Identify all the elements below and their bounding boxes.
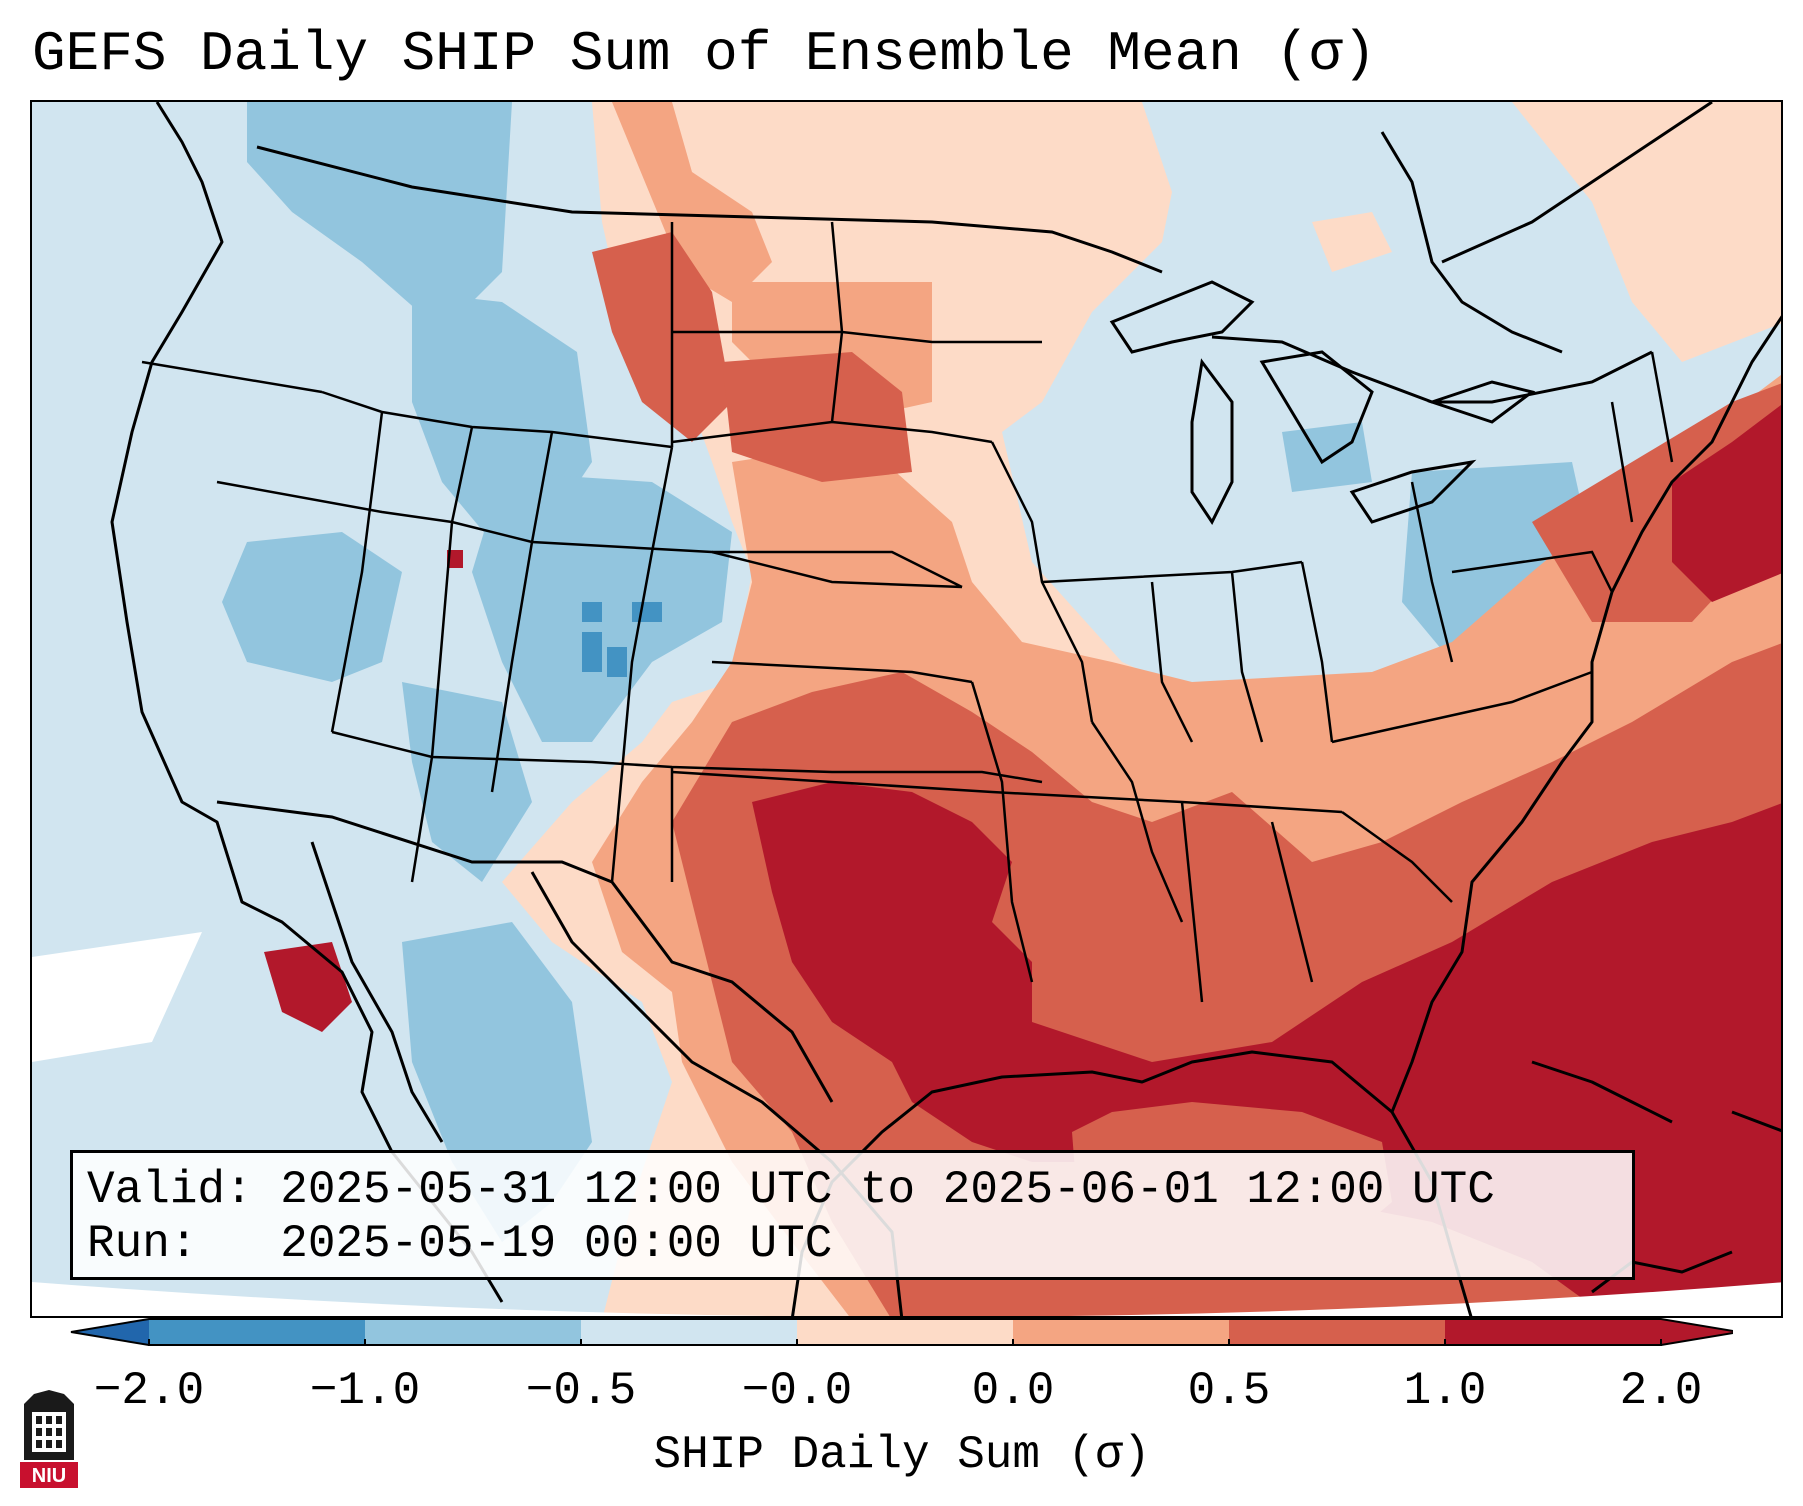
map-panel: Valid: 2025-05-31 12:00 UTC to 2025-06-0… (30, 100, 1783, 1318)
colorbar-extend-low (71, 1319, 149, 1345)
colorbar-segment (1013, 1319, 1229, 1345)
colorbar-tick-label: 1.0 (1403, 1365, 1487, 1417)
colorbar-tick-label: −0.0 (741, 1365, 853, 1417)
colorbar-tick-label: 0.0 (971, 1365, 1055, 1417)
state-borders (141, 221, 1674, 1003)
map-title: GEFS Daily SHIP Sum of Ensemble Mean (σ) (32, 22, 1377, 86)
anomaly-field (32, 102, 1781, 1316)
colorbar (70, 1318, 1733, 1346)
colorbar-tick-label: −2.0 (93, 1365, 205, 1417)
colorbar-segment (365, 1319, 581, 1345)
colorbar-extend-high (1661, 1319, 1733, 1345)
strong-negative-spots (582, 602, 662, 677)
niu-logo: NIU (20, 1390, 78, 1488)
colorbar-tick-label: 2.0 (1619, 1365, 1703, 1417)
colorbar-tick-label: −1.0 (309, 1365, 421, 1417)
colorbar-segment (1445, 1319, 1661, 1345)
projection-edge (32, 1282, 1781, 1316)
colorbar-tick-label: 0.5 (1187, 1365, 1271, 1417)
colorbar-segment (581, 1319, 797, 1345)
colorbar-tick-label: −0.5 (525, 1365, 637, 1417)
colorbar-segment (1229, 1319, 1445, 1345)
negative-anomaly-areas (222, 102, 1592, 1242)
colorbar-segment (797, 1319, 1013, 1345)
logo-text: NIU (32, 1465, 66, 1487)
colorbar-segment (149, 1319, 365, 1345)
great-lakes (1109, 280, 1536, 525)
run-time: Run: 2025-05-19 00:00 UTC (87, 1218, 833, 1270)
colorbar-label: SHIP Daily Sum (σ) (653, 1429, 1151, 1481)
info-box: Valid: 2025-05-31 12:00 UTC to 2025-06-0… (70, 1150, 1635, 1280)
near-zero-patch (32, 932, 202, 1062)
valid-time: Valid: 2025-05-31 12:00 UTC to 2025-06-0… (87, 1164, 1495, 1216)
